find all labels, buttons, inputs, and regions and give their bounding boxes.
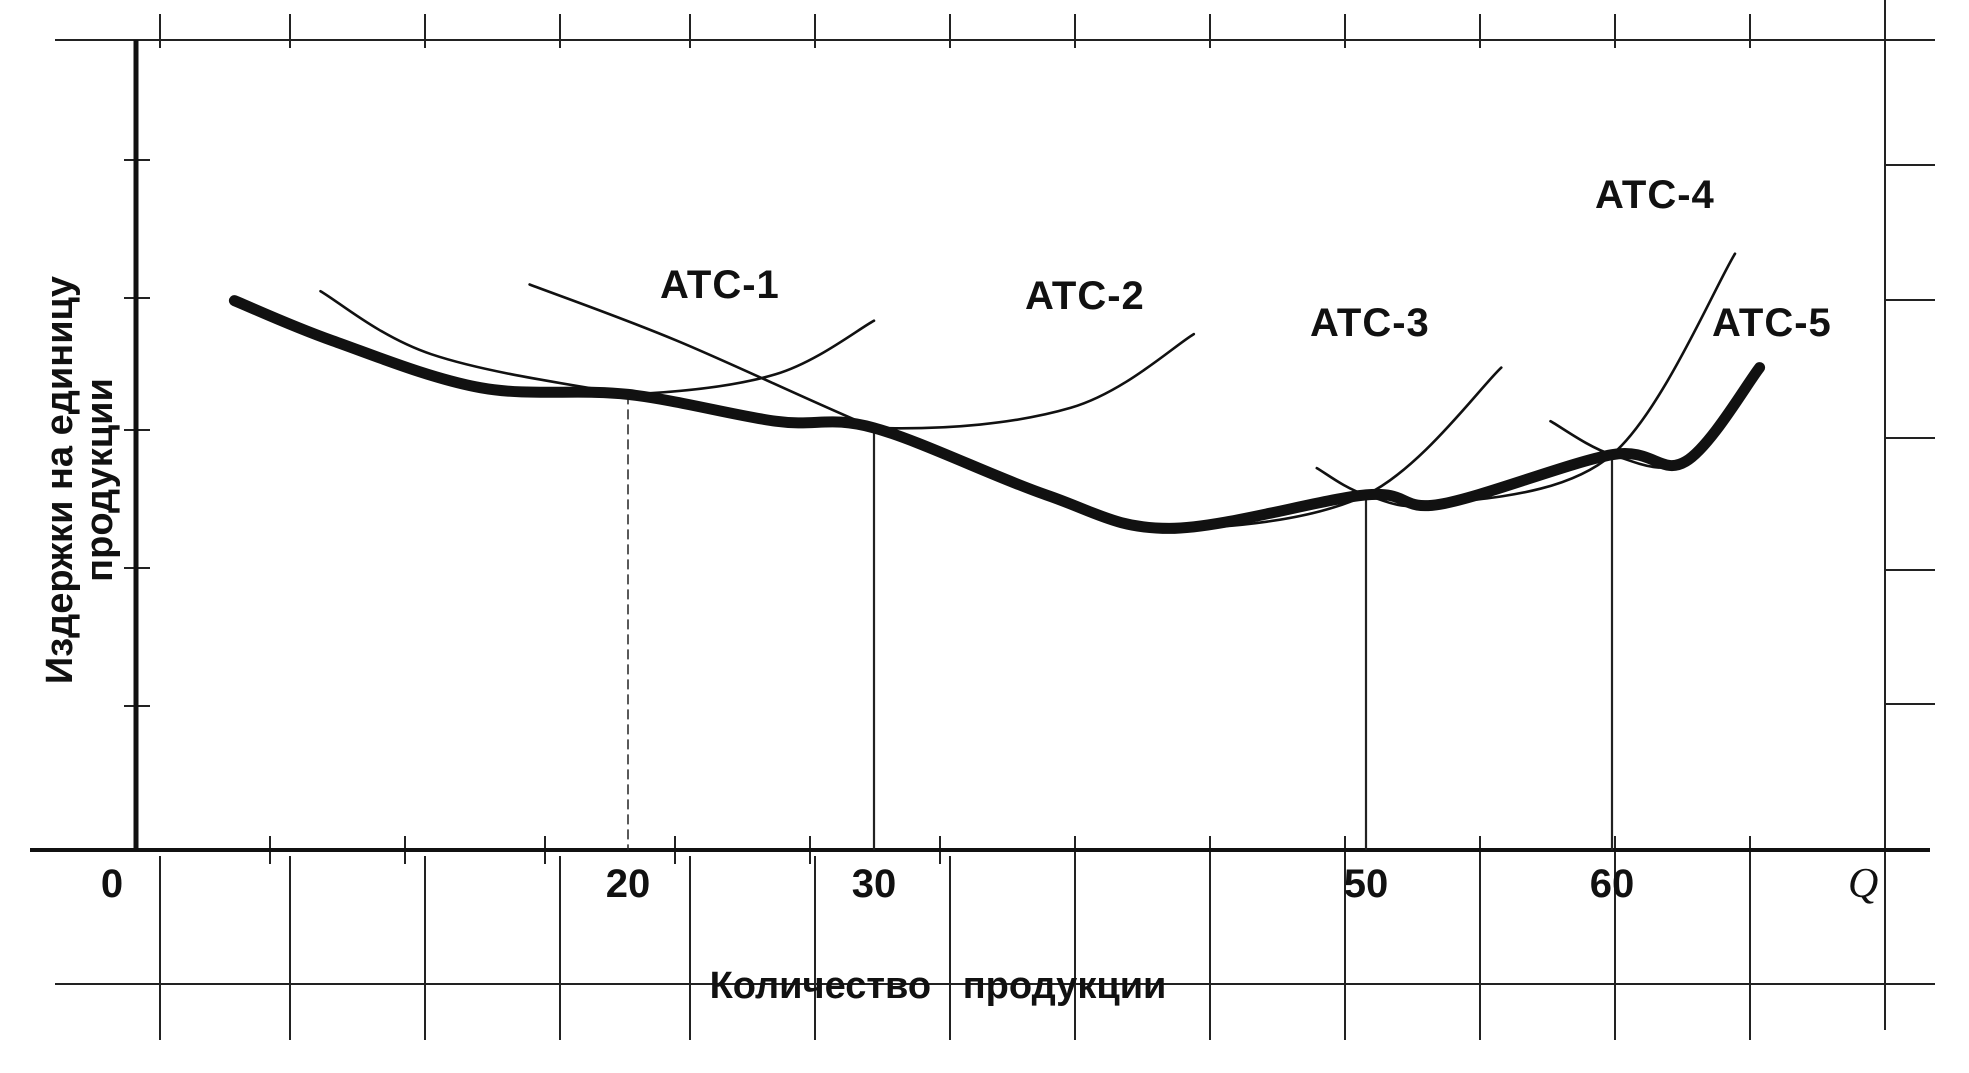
x-tick-label: 0 (101, 862, 123, 906)
series-label-atc-1: ATC-1 (660, 263, 780, 307)
y-axis-title-line-1: Издержки на единицу (39, 276, 81, 684)
drop-lines (627, 394, 1614, 850)
x-axis-title: Количество продукции (710, 965, 1167, 1007)
x-tick-labels: 0 20 30 50 60 (101, 862, 1634, 906)
y-axis-title: Издержки на единицу продукции (39, 276, 121, 684)
axes (30, 40, 1930, 852)
q-axis-label: Q (1848, 861, 1878, 907)
y-axis-title-line-2: продукции (79, 378, 121, 582)
x-tick-label: 50 (1344, 862, 1389, 906)
grid-lines (55, 0, 1935, 1040)
x-tick-label: 60 (1590, 862, 1635, 906)
x-tick-label: 30 (852, 862, 897, 906)
series-label-atc-5: ATC-5 (1712, 301, 1832, 345)
x-tick-label: 20 (606, 862, 651, 906)
series-label-atc-4: ATC-4 (1595, 173, 1715, 217)
series-labels: ATC-1 ATC-2 ATC-3 ATC-4 ATC-5 (660, 173, 1832, 345)
atc-curves (233, 252, 1761, 530)
series-label-atc-3: ATC-3 (1310, 301, 1430, 345)
series-label-atc-2: ATC-2 (1025, 274, 1145, 318)
lrac-envelope-curve (228, 295, 1766, 534)
